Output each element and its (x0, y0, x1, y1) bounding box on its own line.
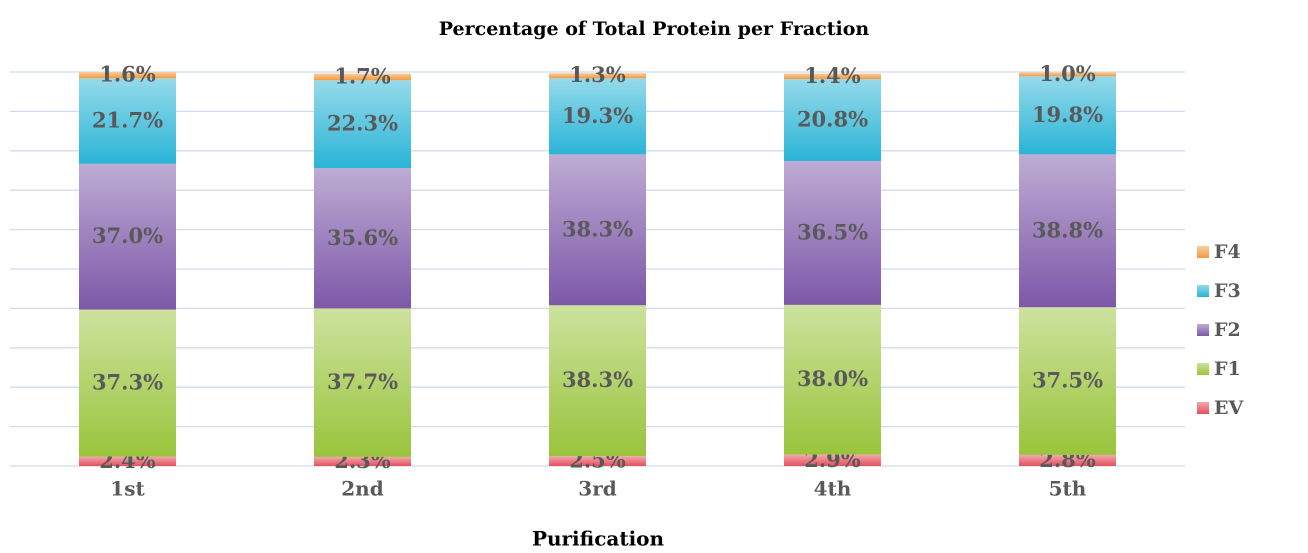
bar-segment (314, 308, 411, 457)
bar-segment (549, 305, 646, 457)
bar-segment (549, 73, 646, 79)
bar-segment (314, 80, 411, 169)
bar-segment (549, 154, 646, 306)
data-label: 19.3% (562, 103, 633, 128)
x-tick-label: 3rd (578, 477, 616, 501)
legend-swatch (1197, 285, 1209, 297)
data-label: 37.5% (1032, 368, 1103, 393)
data-label: 37.3% (92, 370, 163, 395)
bar-segment (79, 78, 176, 164)
data-label: 38.0% (797, 366, 868, 391)
bar-segment (314, 73, 411, 81)
data-label: 21.7% (92, 108, 163, 133)
legend-swatch (1197, 402, 1209, 414)
bar-segment (1019, 154, 1116, 308)
bar-segment (1019, 76, 1116, 155)
legend-label: F1 (1214, 358, 1241, 380)
bar-segment (79, 456, 176, 466)
chart-title: Percentage of Total Protein per Fraction (439, 18, 870, 40)
data-label: 1.7% (334, 63, 391, 88)
bar-segment (1019, 454, 1116, 466)
bar-segment (79, 309, 176, 457)
bar-segment (784, 161, 881, 305)
legend-swatch (1197, 324, 1209, 336)
bar-segment (549, 456, 646, 466)
legend-label: F4 (1214, 241, 1241, 263)
bar-segment (1019, 72, 1116, 77)
x-tick-label: 2nd (341, 477, 383, 501)
data-label: 1.3% (569, 62, 626, 87)
bar-segment (79, 72, 176, 79)
data-label: 1.0% (1039, 61, 1096, 86)
data-label: 38.3% (562, 216, 633, 241)
legend-label: F2 (1214, 319, 1241, 341)
legend-label: F3 (1214, 280, 1241, 302)
legend-swatch (1197, 246, 1209, 258)
data-label: 35.6% (327, 225, 398, 250)
bar-segment (784, 304, 881, 455)
bar-segment (79, 163, 176, 310)
legend-label: EV (1214, 397, 1244, 419)
data-label: 36.5% (797, 219, 868, 244)
bar-segment (784, 79, 881, 162)
x-tick-label: 1st (110, 477, 145, 501)
bar-segment (784, 73, 881, 80)
data-label: 1.6% (99, 62, 156, 87)
bar-segment (1019, 307, 1116, 455)
x-axis-title: Purification (532, 527, 665, 551)
data-label: 20.8% (797, 107, 868, 132)
bar-segment (314, 456, 411, 466)
x-tick-label: 5th (1049, 477, 1087, 501)
data-label: 37.0% (92, 223, 163, 248)
bar-segment (549, 78, 646, 155)
data-label: 22.3% (327, 111, 398, 136)
legend-swatch (1197, 363, 1209, 375)
x-tick-label: 4th (814, 477, 852, 501)
bar-segment (784, 454, 881, 466)
bar-segment (314, 168, 411, 309)
data-label: 1.4% (804, 63, 861, 88)
data-label: 37.7% (327, 369, 398, 394)
data-label: 38.8% (1032, 217, 1103, 242)
data-label: 19.8% (1032, 102, 1103, 127)
data-label: 38.3% (562, 367, 633, 392)
